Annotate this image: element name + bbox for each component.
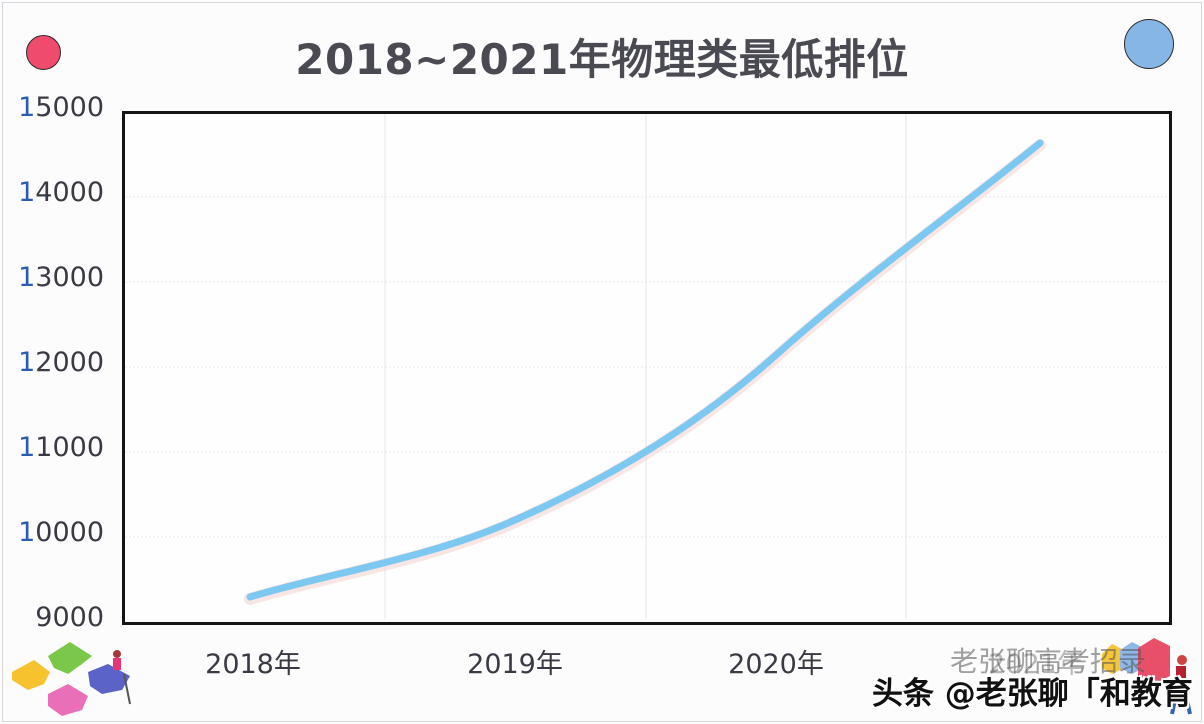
y-tick-15000: 15000 <box>18 92 104 123</box>
cubes-illustration <box>1102 638 1192 715</box>
x-tick-2020: 2020年 <box>728 649 824 680</box>
x-tick-2019: 2019年 <box>467 649 563 680</box>
y-tick-11000: 11000 <box>18 432 104 463</box>
y-tick-9000: 9000 <box>35 602 104 633</box>
blue-circle-decoration <box>1124 19 1174 69</box>
x-tick-2018: 2018年 <box>205 649 301 680</box>
watermark-faded: 老张聊高考招录 <box>950 645 1147 678</box>
series-line <box>246 139 1044 601</box>
y-tick-12000: 12000 <box>18 347 104 378</box>
gridlines <box>125 114 1168 619</box>
red-circle-decoration <box>26 35 61 70</box>
chart-title: 2018~2021年物理类最低排位 <box>295 35 909 84</box>
series-line-shadow <box>244 139 1046 605</box>
watermark: 头条 @老张聊「和教育 <box>872 676 1193 712</box>
y-tick-14000: 14000 <box>18 177 104 208</box>
y-tick-10000: 10000 <box>18 517 104 548</box>
puzzle-illustration <box>12 642 131 716</box>
x-tick-2021: 2021年 <box>988 649 1084 680</box>
y-tick-13000: 13000 <box>18 262 104 293</box>
